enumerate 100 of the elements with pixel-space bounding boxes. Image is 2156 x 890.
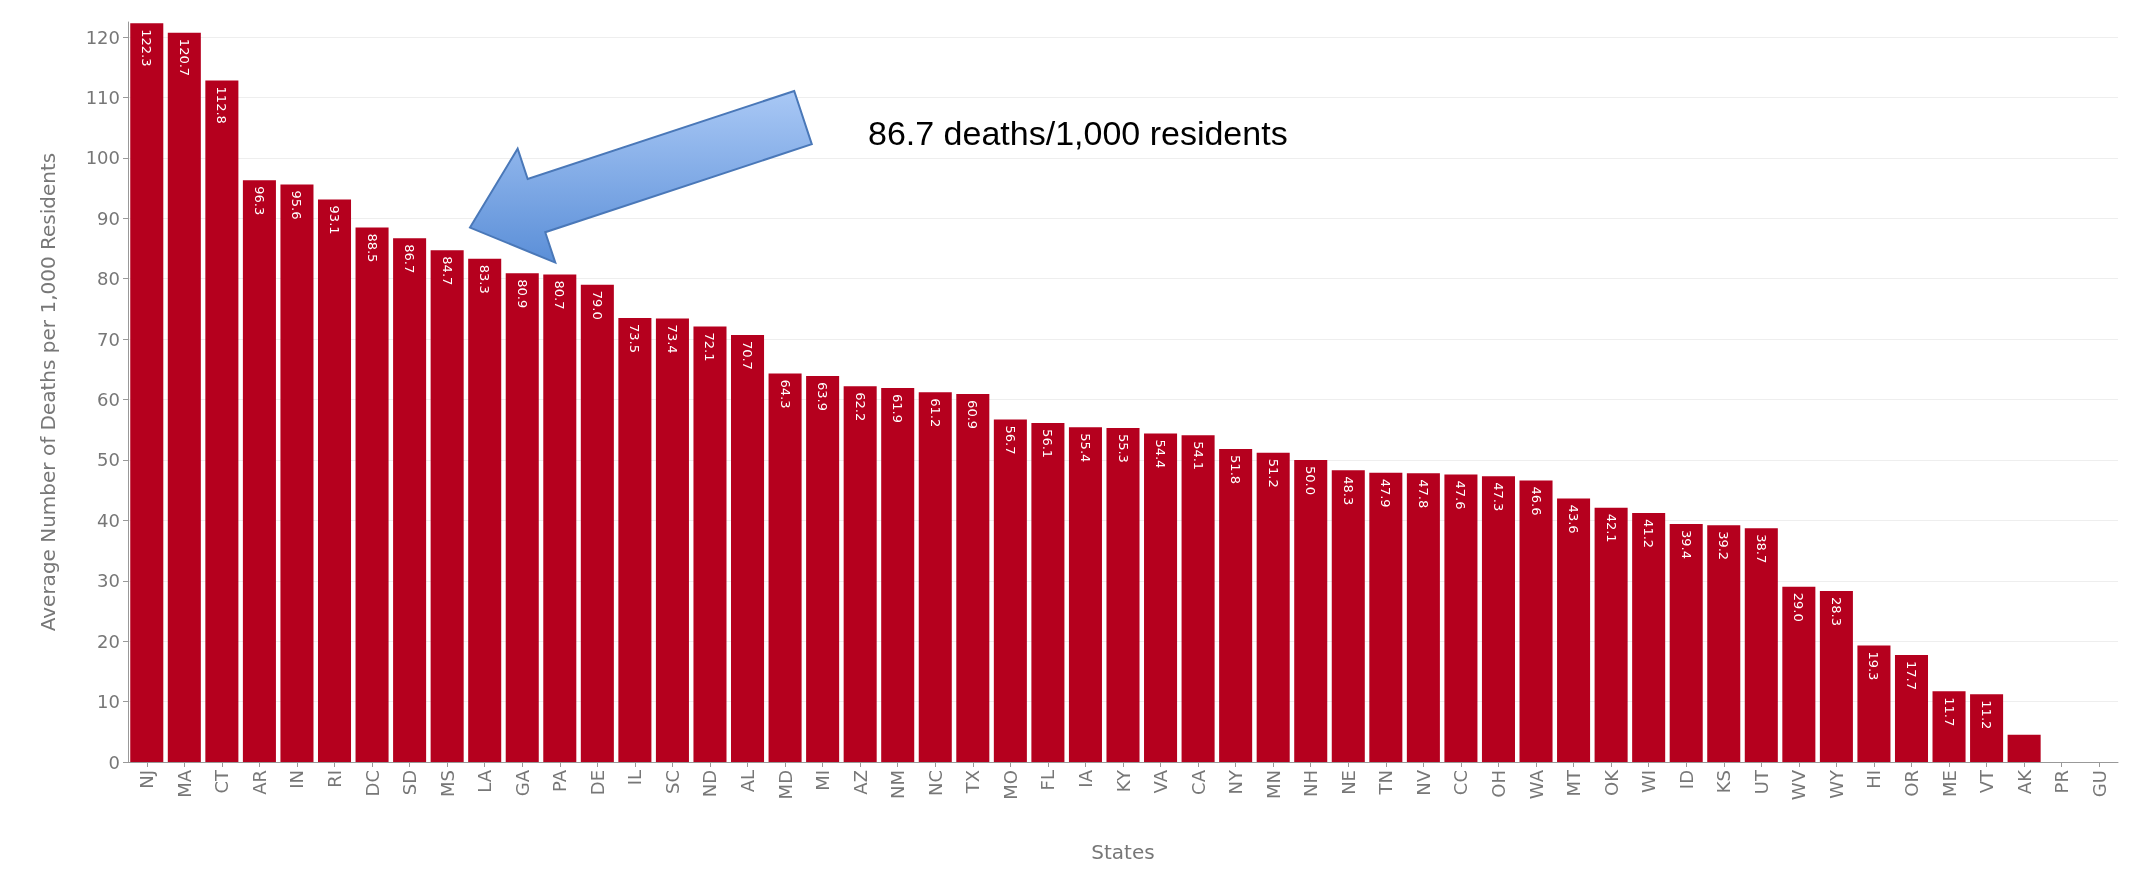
bar [1219, 449, 1253, 762]
bar [1557, 498, 1591, 762]
bar [1406, 473, 1440, 762]
bar [918, 392, 952, 762]
bar [1632, 513, 1666, 762]
y-tick-label: 80 [97, 268, 120, 290]
data-label: 84.7 [439, 256, 455, 286]
bar [1782, 586, 1816, 762]
bar [768, 373, 802, 762]
bar [731, 334, 765, 762]
x-tick-label: WV [1788, 769, 1810, 801]
data-label: 73.5 [627, 324, 643, 353]
x-tick-label: WI [1638, 770, 1660, 794]
data-label: 39.2 [1716, 531, 1732, 561]
data-label: 122.3 [139, 29, 155, 67]
x-tick-label: UT [1750, 769, 1772, 795]
x-tick-label: AK [2013, 768, 2035, 795]
data-label: 11.2 [1979, 700, 1995, 730]
data-label: 47.9 [1378, 478, 1394, 508]
bar [393, 238, 427, 762]
bar [1331, 470, 1365, 762]
bar [618, 318, 652, 762]
x-tick-label: KS [1713, 770, 1735, 794]
data-label: 93.1 [327, 205, 343, 235]
data-label: 28.3 [1828, 597, 1844, 626]
bar [655, 318, 689, 762]
data-label: 83.3 [477, 264, 493, 294]
x-tick-label: OK [1600, 768, 1622, 796]
y-tick-label: 50 [97, 449, 120, 471]
data-label: 54.4 [1153, 439, 1169, 469]
data-label: 55.3 [1115, 433, 1131, 463]
bar [1932, 691, 1966, 762]
x-tick-label: MO [999, 770, 1021, 800]
data-label: 79.0 [589, 290, 605, 320]
x-tick-label: TN [1375, 770, 1397, 796]
data-label: 120.7 [176, 38, 192, 77]
bar [2007, 734, 2041, 762]
bar [580, 284, 614, 762]
x-tick-label: AR [248, 770, 270, 795]
x-axis-title: States [1091, 840, 1155, 864]
data-label: 63.9 [815, 381, 831, 411]
bar [1744, 528, 1778, 762]
x-tick-label: NY [1225, 769, 1247, 795]
x-tick-label: MA [173, 769, 195, 798]
bar [430, 250, 464, 762]
x-tick-label: PR [2051, 770, 2073, 794]
x-tick-label: MT [1563, 769, 1585, 797]
x-tick-label: MI [812, 770, 834, 791]
data-label: 19.3 [1866, 651, 1882, 681]
y-tick-label: 30 [97, 570, 120, 592]
x-tick-label: TX [962, 770, 984, 795]
bar [1106, 427, 1140, 762]
bar [543, 274, 577, 762]
data-label: 51.8 [1228, 455, 1244, 485]
x-tick-label: OR [1900, 770, 1922, 797]
data-label: 17.7 [1903, 661, 1919, 691]
bar [1857, 645, 1891, 762]
x-tick-label: KY [1112, 769, 1134, 793]
data-label: 55.4 [1077, 433, 1093, 463]
data-label: 38.7 [1753, 534, 1769, 564]
data-label: 60.9 [965, 400, 981, 430]
x-tick-label: SD [399, 770, 421, 796]
bar [1031, 423, 1065, 762]
data-label: 61.9 [890, 394, 906, 424]
bar [1181, 435, 1215, 762]
data-label: 29.0 [1791, 592, 1807, 622]
bar [280, 184, 314, 762]
data-label: 112.8 [214, 86, 230, 124]
x-tick-label: LA [474, 769, 496, 793]
x-tick-label: WA [1525, 769, 1547, 800]
bar [1707, 525, 1741, 762]
x-tick-label: CA [1187, 769, 1209, 795]
bar [843, 386, 877, 762]
bar [993, 419, 1027, 762]
x-tick-label: SC [661, 770, 683, 794]
bar [693, 326, 727, 762]
x-tick-label: NJ [136, 770, 158, 789]
data-label: 80.7 [552, 280, 568, 310]
y-tick-label: 120 [85, 26, 120, 48]
x-tick-label: NE [1337, 770, 1359, 795]
x-tick-label: DE [586, 770, 608, 796]
data-label: 70.7 [740, 340, 756, 370]
bar [242, 180, 276, 762]
data-label: 41.2 [1641, 519, 1657, 549]
x-tick-label: GA [511, 769, 533, 797]
x-tick-label: AZ [849, 770, 871, 795]
x-tick-label: MD [774, 770, 796, 800]
bar [468, 258, 502, 762]
data-label: 46.6 [1528, 486, 1544, 516]
data-label: 47.3 [1490, 482, 1506, 512]
data-label: 50.0 [1303, 465, 1319, 495]
x-tick-label: HI [1863, 770, 1885, 789]
x-tick-label: ME [1938, 770, 1960, 797]
data-label: 43.6 [1566, 504, 1582, 534]
x-tick-label: CT [211, 769, 233, 794]
bar [1256, 452, 1290, 762]
data-label: 56.7 [1002, 425, 1018, 455]
bar [881, 388, 915, 762]
x-tick-label: NH [1300, 770, 1322, 797]
x-tick-label: RI [324, 770, 346, 788]
